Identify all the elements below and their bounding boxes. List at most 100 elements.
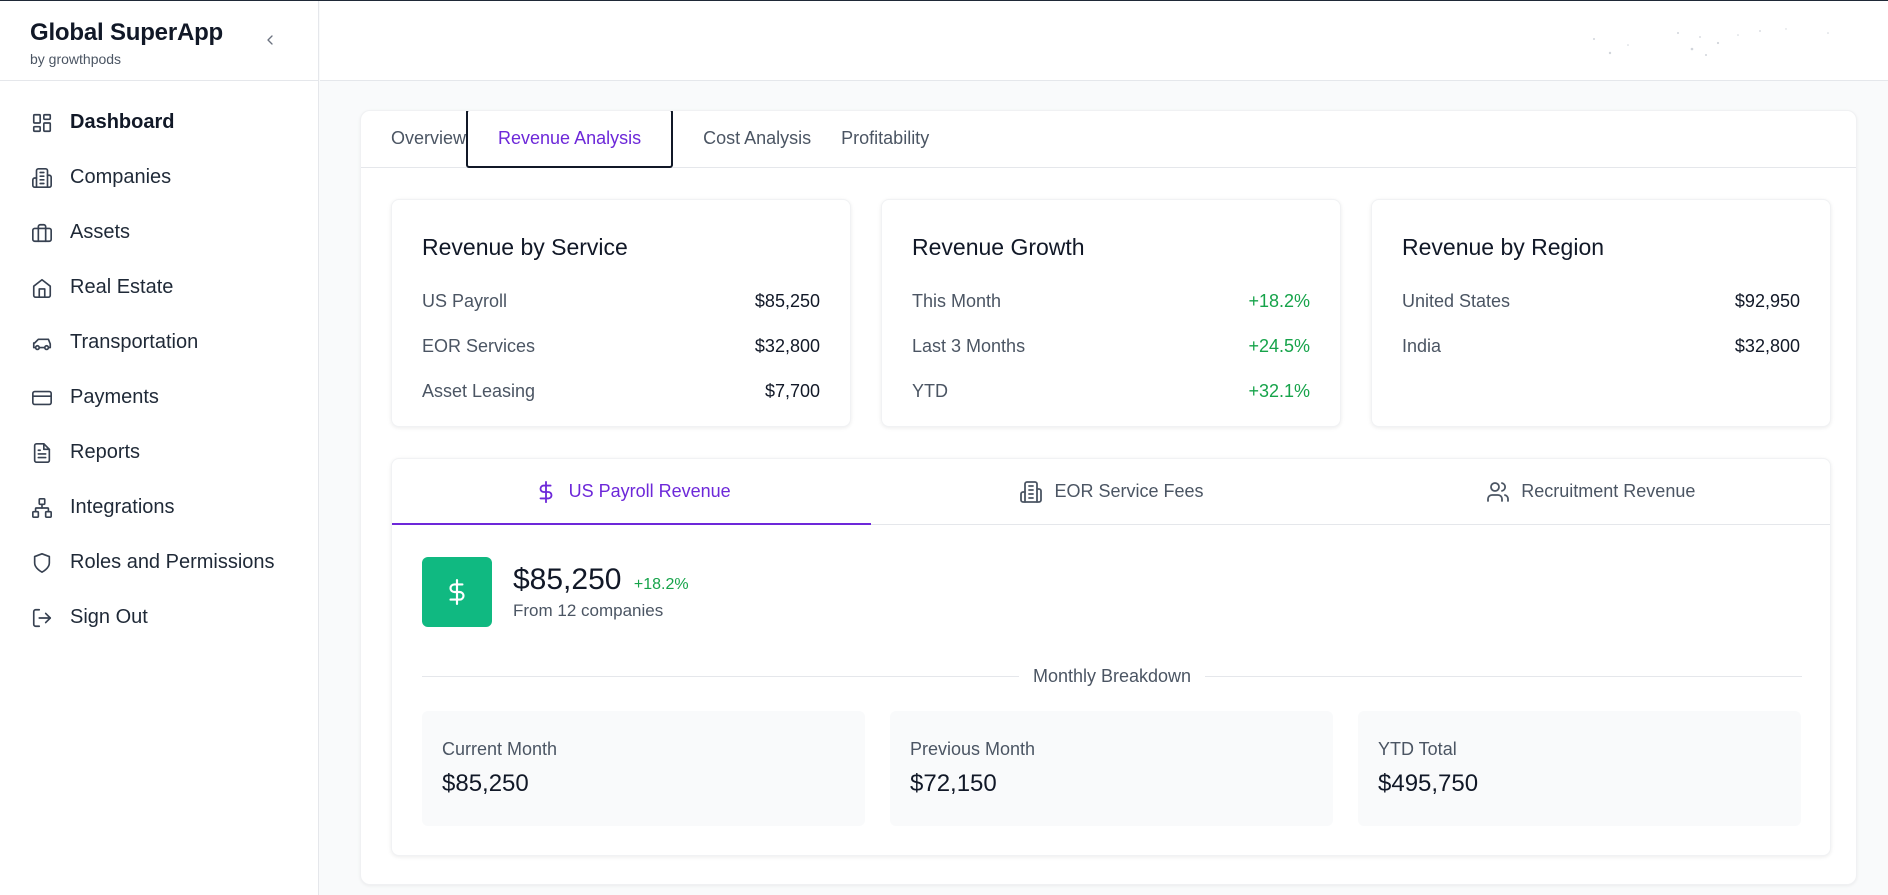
ytd-total-box: YTD Total $495,750 (1358, 711, 1801, 826)
stat-amount: $85,250 (513, 563, 622, 596)
card-row: Asset Leasing $7,700 (422, 369, 820, 414)
credit-card-icon (30, 386, 54, 410)
sidebar-item-integrations[interactable]: Integrations (0, 480, 318, 535)
stat-subtitle: From 12 companies (513, 601, 664, 620)
analysis-tabs: Overview Revenue Analysis Cost Analysis … (361, 111, 1856, 168)
sidebar-item-label: Reports (70, 441, 141, 463)
window-top-border (0, 0, 1888, 1)
monthly-breakdown-divider: Monthly Breakdown (422, 664, 1802, 688)
box-value: $85,250 (442, 770, 529, 797)
row-value: $92,950 (1734, 291, 1800, 311)
tab-recruitment-revenue[interactable]: Recruitment Revenue (1351, 459, 1830, 524)
top-bar (320, 1, 1888, 81)
dollar-icon (422, 557, 492, 627)
tab-revenue-analysis[interactable]: Revenue Analysis (466, 111, 674, 168)
sidebar-item-label: Payments (70, 386, 159, 408)
chevron-left-icon (267, 35, 273, 45)
box-value: $72,150 (910, 770, 997, 797)
sidebar-item-roles-and-permissions[interactable]: Roles and Permissions (0, 535, 318, 590)
tab-cost-analysis[interactable]: Cost Analysis (703, 128, 812, 148)
revenue-stream-tabs: US Payroll Revenue EOR Service Fees Recr… (392, 459, 1830, 525)
sidebar-item-real-estate[interactable]: Real Estate (0, 260, 318, 315)
row-value: +32.1% (1248, 381, 1310, 401)
card-row: United States $92,950 (1402, 279, 1800, 324)
card-row: India $32,800 (1402, 324, 1800, 369)
sidebar: Global SuperApp by growthpods Dashboard … (0, 1, 319, 895)
sidebar-item-label: Real Estate (70, 276, 174, 298)
tab-label: EOR Service Fees (1054, 481, 1204, 501)
tab-us-payroll-revenue[interactable]: US Payroll Revenue (392, 459, 872, 525)
current-month-box: Current Month $85,250 (422, 711, 865, 826)
topbar-faint-graphic (1593, 28, 1829, 56)
tab-profitability[interactable]: Profitability (841, 128, 930, 148)
card-row: EOR Services $32,800 (422, 324, 820, 369)
row-label: US Payroll (422, 291, 508, 311)
dollar-icon (533, 479, 559, 505)
row-label: United States (1402, 291, 1511, 311)
box-label: Current Month (442, 739, 558, 759)
dashboard-icon (30, 111, 54, 135)
sidebar-item-label: Assets (70, 221, 131, 243)
box-label: Previous Month (910, 739, 1036, 759)
row-label: EOR Services (422, 336, 536, 356)
box-label: YTD Total (1378, 739, 1457, 759)
row-value: $32,800 (1734, 336, 1800, 356)
sidebar-nav: Dashboard Companies Assets Real Estate T… (0, 81, 318, 645)
tab-eor-service-fees[interactable]: EOR Service Fees (871, 459, 1350, 524)
revenue-by-region-card: Revenue by Region United States $92,950 … (1371, 199, 1831, 427)
tab-label: US Payroll Revenue (568, 481, 731, 501)
sidebar-item-reports[interactable]: Reports (0, 425, 318, 480)
sidebar-item-companies[interactable]: Companies (0, 150, 318, 205)
users-icon (1485, 479, 1511, 505)
row-value: +24.5% (1248, 336, 1310, 356)
network-icon (30, 496, 54, 520)
previous-month-box: Previous Month $72,150 (890, 711, 1333, 826)
sidebar-item-label: Transportation (70, 331, 199, 353)
briefcase-icon (30, 221, 54, 245)
card-row: YTD +32.1% (912, 369, 1310, 414)
sidebar-item-label: Integrations (70, 496, 175, 518)
revenue-by-service-card: Revenue by Service US Payroll $85,250 EO… (391, 199, 851, 427)
sidebar-item-transportation[interactable]: Transportation (0, 315, 318, 370)
sidebar-item-label: Roles and Permissions (70, 551, 275, 573)
row-value: $85,250 (754, 291, 820, 311)
row-label: Last 3 Months (912, 336, 1026, 356)
summary-cards: Revenue by Service US Payroll $85,250 EO… (391, 199, 1831, 427)
box-value: $495,750 (1378, 770, 1479, 797)
row-label: Asset Leasing (422, 381, 536, 401)
building-icon (1018, 479, 1044, 505)
card-row: This Month +18.2% (912, 279, 1310, 324)
sidebar-item-label: Companies (70, 166, 172, 188)
revenue-detail-panel: US Payroll Revenue EOR Service Fees Recr… (391, 458, 1831, 856)
divider-label: Monthly Breakdown (1032, 665, 1192, 686)
sidebar-item-payments[interactable]: Payments (0, 370, 318, 425)
revenue-stat: $85,250 +18.2% From 12 companies (422, 557, 689, 627)
car-icon (30, 331, 54, 355)
card-title: Revenue by Service (422, 234, 628, 260)
row-value: $32,800 (754, 336, 820, 356)
row-label: India (1402, 336, 1442, 356)
revenue-growth-card: Revenue Growth This Month +18.2% Last 3 … (881, 199, 1341, 427)
home-icon (30, 276, 54, 300)
building-icon (30, 166, 54, 190)
row-label: YTD (912, 381, 948, 401)
collapse-sidebar-button[interactable] (258, 28, 282, 52)
divider-line (422, 675, 1019, 677)
row-value: +18.2% (1248, 291, 1310, 311)
divider-line (1205, 675, 1802, 677)
stat-text: $85,250 +18.2% From 12 companies (513, 563, 689, 621)
sidebar-item-label: Sign Out (70, 606, 148, 628)
card-title: Revenue Growth (912, 234, 1085, 260)
app-title: Global SuperApp (30, 19, 224, 46)
card-title: Revenue by Region (1402, 234, 1605, 260)
sidebar-item-label: Dashboard (70, 111, 175, 133)
monthly-breakdown: Current Month $85,250 Previous Month $72… (422, 711, 1802, 826)
sidebar-item-dashboard[interactable]: Dashboard (0, 95, 318, 150)
app-subtitle: by growthpods (30, 51, 122, 67)
sidebar-item-sign-out[interactable]: Sign Out (0, 590, 318, 645)
main-content: Overview Revenue Analysis Cost Analysis … (360, 110, 1857, 885)
sidebar-item-assets[interactable]: Assets (0, 205, 318, 260)
tab-overview[interactable]: Overview (391, 128, 467, 148)
stat-change: +18.2% (633, 576, 689, 593)
sign-out-icon (30, 606, 54, 630)
